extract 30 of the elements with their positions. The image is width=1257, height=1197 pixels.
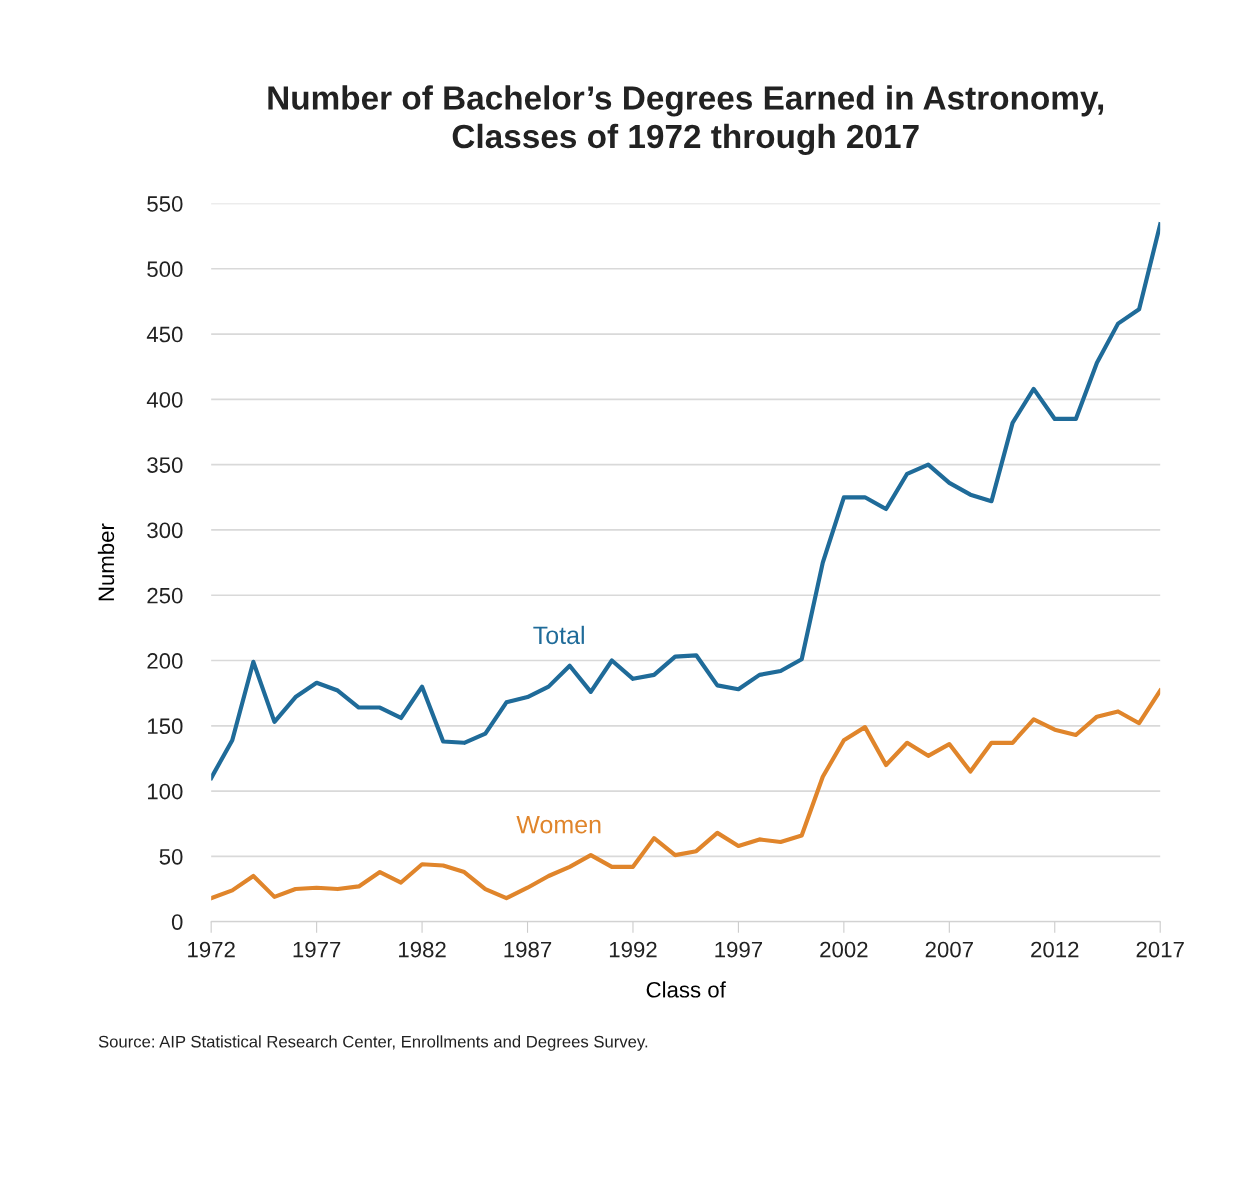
- y-tick-label: 400: [146, 391, 183, 408]
- y-tick-label: 200: [147, 653, 183, 669]
- y-tick-label: 450: [146, 326, 183, 343]
- line-series: [211, 688, 1161, 901]
- x-tick-label: 2017: [1136, 941, 1184, 958]
- x-axis-title: Class of: [646, 981, 726, 998]
- y-tick-label: 100: [148, 783, 183, 800]
- x-tick-label: 2002: [820, 941, 868, 958]
- line-series: [211, 222, 1161, 781]
- chart-title: Number of Bachelor’s Degrees Earned in Astronomy, Classes of 1972 through 2017: [268, 85, 1104, 155]
- series-label: Total: [533, 625, 584, 645]
- x-tick-label: 1972: [188, 941, 235, 958]
- y-axis-title: Number: [97, 523, 115, 601]
- source-note: Source: AIP Statistical Research Center, Enrollments and Degrees Survey.: [98, 1035, 648, 1051]
- x-tick-label: 1997: [715, 941, 763, 958]
- y-tick-label: 250: [147, 587, 183, 604]
- x-tick-label: 1987: [504, 941, 552, 958]
- series-label: Women: [516, 816, 601, 834]
- y-tick-label: 150: [148, 718, 183, 735]
- x-tick-label: 2007: [925, 941, 973, 958]
- x-tick-label: 1977: [293, 941, 341, 958]
- x-tick-label: 2012: [1031, 941, 1079, 958]
- x-tick-label: 1992: [609, 941, 657, 958]
- y-tick-label: 50: [159, 848, 183, 865]
- x-tick-label: 1982: [399, 941, 446, 958]
- y-tick-label: 0: [171, 914, 183, 930]
- y-tick-label: 500: [147, 261, 183, 278]
- y-tick-label: 350: [147, 457, 183, 473]
- y-tick-label: 550: [147, 196, 183, 212]
- y-tick-label: 300: [147, 522, 183, 539]
